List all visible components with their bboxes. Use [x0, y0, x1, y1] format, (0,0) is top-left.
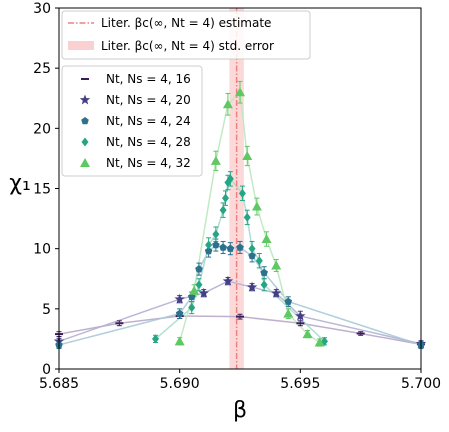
reference-line-label: Liter. βc(∞, Nt = 4) estimate [101, 16, 271, 30]
y-axis-label: χ₁ [9, 171, 31, 196]
data-point [226, 174, 234, 184]
series-legend-box [61, 65, 203, 177]
legend-label-3: Nt, Ns = 4, 28 [106, 135, 191, 149]
data-point [219, 243, 227, 251]
data-point [243, 212, 251, 222]
x-axis-label: β [233, 398, 247, 423]
data-point [212, 241, 220, 249]
y-tick-label: 25 [33, 61, 51, 77]
data-point [174, 336, 185, 346]
data-point [238, 188, 246, 198]
series-legend: Nt, Ns = 4, 16 Nt, Ns = 4, 20 Nt, Ns = 4, … [61, 65, 203, 177]
y-tick-label: 0 [42, 362, 51, 378]
data-point [255, 256, 263, 266]
y-tick-label: 20 [33, 121, 51, 137]
data-point [248, 251, 256, 260]
data-point [195, 265, 203, 273]
data-point [283, 308, 294, 318]
data-point [260, 268, 268, 276]
data-point [271, 260, 282, 270]
legend-marker-3 [81, 137, 89, 147]
legend-label-0: Nt, Ns = 4, 16 [106, 72, 191, 86]
data-point [295, 310, 306, 321]
x-tick-label: 5.695 [280, 376, 320, 392]
reference-band-swatch [68, 41, 94, 50]
data-point [261, 234, 272, 244]
y-tick-label: 15 [33, 182, 51, 198]
data-point [174, 293, 185, 304]
data-point [226, 244, 235, 252]
data-point [248, 244, 256, 254]
data-point [284, 297, 293, 305]
legend-marker-4 [80, 158, 90, 167]
y-tick-label: 30 [33, 1, 51, 17]
data-point [189, 285, 200, 295]
data-point [222, 99, 233, 109]
data-point [260, 280, 268, 290]
legend-marker-2 [81, 117, 89, 125]
legend-marker-1 [79, 94, 91, 105]
data-point [236, 243, 244, 251]
data-point [195, 280, 203, 290]
data-point [222, 193, 230, 203]
data-point [235, 87, 245, 97]
y-tick-label: 10 [33, 242, 51, 258]
data-point [205, 240, 213, 250]
data-point [302, 329, 313, 339]
y-tick-label: 5 [42, 302, 51, 318]
reference-legend: Liter. βc(∞, Nt = 4) estimate Liter. βc(∞… [61, 10, 311, 60]
data-point [314, 337, 325, 347]
x-tick-label: 5.685 [39, 376, 79, 392]
x-tick-label: 5.700 [401, 376, 441, 392]
data-point [212, 229, 220, 239]
data-point [198, 287, 210, 298]
data-point [246, 281, 258, 292]
data-point [251, 201, 262, 211]
data-point [222, 275, 234, 286]
data-point [210, 155, 221, 165]
reference-legend-box [61, 10, 311, 60]
data-point [219, 205, 227, 215]
data-point [175, 309, 184, 317]
legend-label-4: Nt, Ns = 4, 32 [106, 156, 191, 170]
legend-label-1: Nt, Ns = 4, 20 [106, 93, 191, 107]
legend-label-2: Nt, Ns = 4, 24 [106, 114, 191, 128]
reference-band-label: Liter. βc(∞, Nt = 4) std. error [101, 39, 274, 53]
data-point [270, 287, 282, 298]
data-point [152, 334, 160, 344]
data-point [204, 247, 213, 255]
data-point [188, 303, 196, 313]
x-tick-label: 5.690 [160, 376, 200, 392]
data-point [242, 151, 253, 161]
